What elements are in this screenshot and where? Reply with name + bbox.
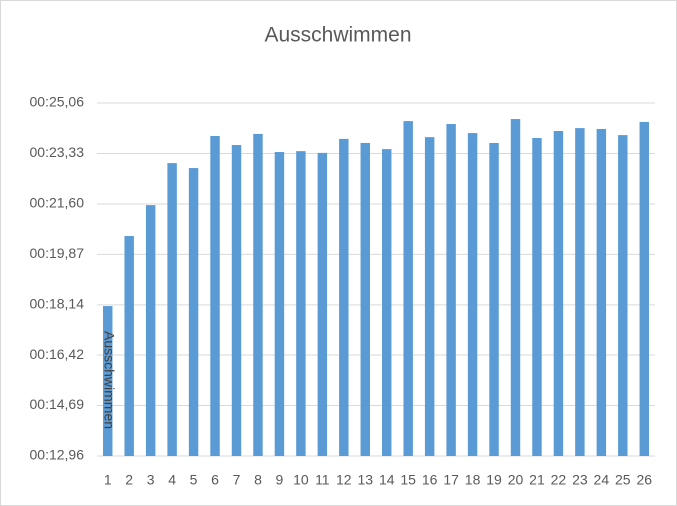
x-tick-label: 9 bbox=[276, 472, 284, 488]
bar bbox=[467, 133, 478, 456]
bar bbox=[510, 119, 521, 456]
bar bbox=[575, 128, 585, 457]
x-tick-label: 2 bbox=[125, 472, 133, 488]
bar bbox=[596, 128, 607, 456]
bar bbox=[253, 133, 263, 457]
x-tick-label: 25 bbox=[615, 472, 631, 488]
x-tick-label: 6 bbox=[211, 472, 219, 488]
x-tick-label: 8 bbox=[254, 472, 262, 488]
bar bbox=[424, 137, 435, 456]
bar bbox=[317, 152, 328, 456]
x-tick-label: 5 bbox=[190, 472, 198, 488]
chart-title: Ausschwimmen bbox=[264, 24, 411, 47]
bar bbox=[360, 142, 370, 456]
x-tick-label: 19 bbox=[486, 472, 502, 488]
x-tick-label: 12 bbox=[336, 472, 352, 488]
bar bbox=[618, 135, 628, 456]
y-tick-label: 00:12,96 bbox=[30, 447, 85, 463]
y-tick-label: 00:16,42 bbox=[30, 346, 85, 362]
bar bbox=[167, 163, 177, 456]
x-tick-label: 10 bbox=[293, 472, 309, 488]
x-tick-label: 7 bbox=[233, 472, 241, 488]
x-tick-label: 4 bbox=[168, 472, 176, 488]
x-tick-label: 16 bbox=[422, 472, 438, 488]
bar bbox=[145, 205, 156, 456]
x-tick-label: 15 bbox=[400, 472, 416, 488]
bar bbox=[446, 124, 456, 457]
bar bbox=[382, 149, 392, 456]
bar bbox=[639, 121, 649, 457]
x-tick-label: 22 bbox=[551, 472, 567, 488]
bar bbox=[532, 138, 542, 456]
bar bbox=[296, 151, 306, 457]
x-tick-label: 14 bbox=[379, 472, 395, 488]
y-tick-label: 00:23,33 bbox=[30, 144, 85, 160]
bar bbox=[210, 135, 220, 456]
x-tick-label: 21 bbox=[529, 472, 545, 488]
bar bbox=[489, 142, 499, 456]
bar bbox=[103, 306, 113, 456]
x-tick-label: 18 bbox=[465, 472, 481, 488]
x-tick-label: 23 bbox=[572, 472, 588, 488]
x-tick-label: 13 bbox=[357, 472, 373, 488]
x-tick-label: 24 bbox=[594, 472, 610, 488]
y-tick-label: 00:21,60 bbox=[30, 195, 85, 211]
bar bbox=[231, 145, 242, 456]
x-tick-label: 3 bbox=[147, 472, 155, 488]
x-tick-label: 1 bbox=[104, 472, 112, 488]
y-tick-label: 00:19,87 bbox=[30, 245, 85, 261]
bar bbox=[339, 138, 349, 456]
x-tick-label: 11 bbox=[315, 472, 330, 488]
bar bbox=[124, 236, 134, 456]
x-tick-label: 26 bbox=[636, 472, 652, 488]
y-axis-title: Ausschwimmen bbox=[101, 331, 117, 429]
bar bbox=[274, 152, 285, 456]
bar bbox=[403, 121, 413, 457]
y-tick-label: 00:25,06 bbox=[30, 94, 85, 110]
x-tick-label: 20 bbox=[508, 472, 524, 488]
y-tick-label: 00:18,14 bbox=[30, 296, 85, 312]
bar bbox=[553, 131, 564, 457]
y-tick-label: 00:14,69 bbox=[30, 396, 85, 412]
bar bbox=[188, 168, 199, 457]
x-tick-label: 17 bbox=[443, 472, 459, 488]
